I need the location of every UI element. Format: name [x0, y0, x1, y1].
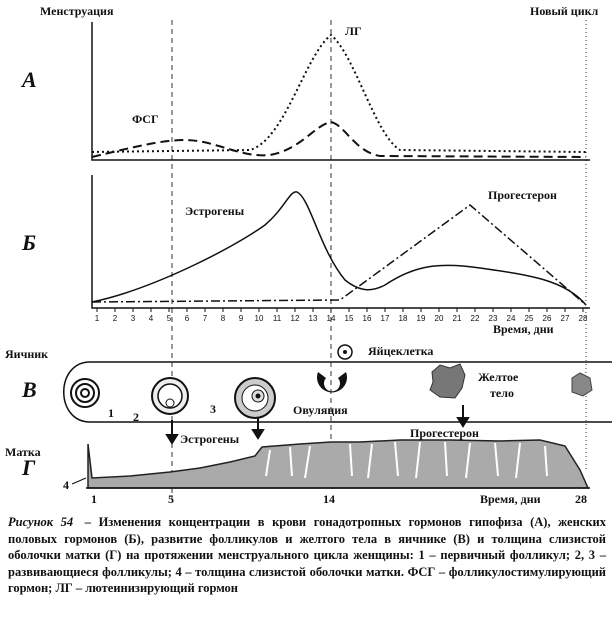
time-label: Время, дни — [480, 492, 541, 506]
uterus-title: Матка — [5, 445, 41, 459]
tick-label: 2 — [113, 314, 118, 323]
tick-label: 22 — [471, 314, 480, 323]
tick-label: 1 — [95, 314, 100, 323]
day-label: 5 — [168, 492, 174, 506]
estrogen-label: Эстрогены — [185, 204, 245, 218]
day-label: 28 — [575, 492, 587, 506]
tick-label: 6 — [185, 314, 190, 323]
progesterone-label: Прогестерон — [488, 188, 557, 202]
panel-label: А — [20, 67, 37, 92]
arrows — [165, 405, 470, 445]
caption-label: Рисунок 54 — [8, 515, 74, 529]
axis — [91, 22, 590, 161]
tick-label: 13 — [309, 314, 318, 323]
caption: Рисунок 54 – Изменения концентрации в кр… — [8, 514, 606, 597]
panel-label: Г — [21, 455, 36, 480]
corpus-label: тело — [490, 386, 514, 400]
fsh-label: ФСГ — [132, 112, 159, 126]
estrogen-label: Эстрогены — [180, 432, 240, 446]
tick-label: 18 — [399, 314, 408, 323]
corpus-luteum — [429, 363, 466, 399]
tick-label: 7 — [203, 314, 208, 323]
tick-label: 15 — [345, 314, 354, 323]
endometrium — [87, 439, 590, 489]
tick-label: 28 — [579, 314, 588, 323]
tick-label: 26 — [543, 314, 552, 323]
follicle-number: 1 — [108, 406, 114, 420]
tick-label: 17 — [381, 314, 390, 323]
panel-label: В — [21, 377, 37, 402]
tick-label: 14 — [327, 314, 336, 323]
regressing-corpus — [571, 372, 593, 397]
lh-label: ЛГ — [345, 24, 362, 38]
tick-label: 11 — [273, 314, 282, 323]
follicle-2 — [151, 377, 189, 415]
fsh-curve — [91, 120, 587, 158]
tick-label: 20 — [435, 314, 444, 323]
menstruation-label: Менструация — [40, 4, 114, 18]
ovulation-label: Овуляция — [293, 403, 348, 417]
glands — [265, 441, 548, 479]
tick-label: 21 — [453, 314, 462, 323]
lh-curve — [91, 33, 587, 153]
time-ticks: 1 2 3 4 5 6 7 8 9 10 11 12 13 14 15 16 17 18 19 20 21 22 23 24 2… — [95, 308, 588, 323]
tick-label: 12 — [291, 314, 300, 323]
pointer — [71, 477, 87, 485]
tick-label: 3 — [131, 314, 136, 323]
progesterone-curve — [91, 204, 587, 306]
tick-label: 23 — [489, 314, 498, 323]
ovary-title: Яичник — [5, 347, 48, 361]
tick-label: 19 — [417, 314, 426, 323]
follicle-3 — [234, 377, 276, 419]
follicle-1 — [70, 378, 100, 408]
tick-label: 25 — [525, 314, 534, 323]
tick-label: 9 — [239, 314, 244, 323]
tick-label: 16 — [363, 314, 372, 323]
new-cycle-label: Новый цикл — [530, 4, 599, 18]
time-axis-label: Время, дни — [493, 322, 554, 336]
tick-label: 10 — [255, 314, 264, 323]
ovulation-follicle — [316, 372, 347, 393]
corpus-label: Желтое — [478, 370, 519, 384]
egg-nucleus — [343, 350, 347, 354]
follicle-number: 3 — [210, 402, 216, 416]
follicle-number: 2 — [133, 410, 139, 424]
tick-label: 24 — [507, 314, 516, 323]
progesterone-label: Прогестерон — [410, 426, 479, 440]
egg-label: Яйцеклетка — [368, 344, 433, 358]
estrogen-curve — [91, 191, 587, 306]
figure: Менструация Новый цикл А ЛГ ФСГ Б Эстрог… — [5, 4, 612, 506]
ovary-outline — [63, 361, 612, 423]
axis — [91, 175, 590, 309]
panel-label: Б — [21, 230, 36, 255]
tick-label: 8 — [221, 314, 226, 323]
caption-text: – Изменения концентрации в крови гонадот… — [8, 515, 606, 595]
tick-label: 27 — [561, 314, 570, 323]
tick-label: 4 — [149, 314, 154, 323]
day-label: 1 — [91, 492, 97, 506]
day-label: 14 — [323, 492, 335, 506]
tick-label: 5 — [167, 314, 172, 323]
uterus-number: 4 — [63, 478, 69, 492]
